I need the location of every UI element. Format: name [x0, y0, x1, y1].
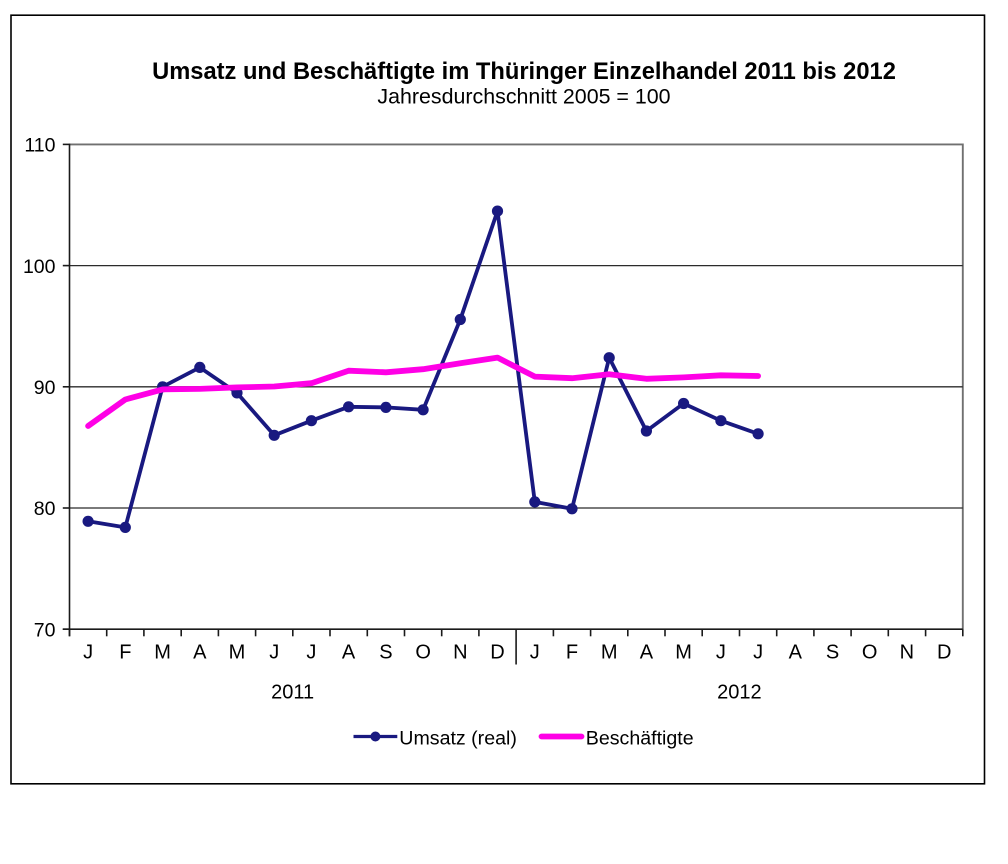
svg-text:S: S	[826, 641, 839, 663]
svg-text:F: F	[566, 641, 578, 663]
svg-text:2012: 2012	[717, 682, 762, 704]
svg-text:O: O	[415, 641, 431, 663]
svg-text:N: N	[453, 641, 467, 663]
svg-text:M: M	[154, 641, 171, 663]
svg-text:A: A	[789, 641, 803, 663]
svg-text:J: J	[269, 641, 279, 663]
svg-text:Jahresdurchschnitt 2005 = 100: Jahresdurchschnitt 2005 = 100	[377, 84, 670, 108]
svg-text:90: 90	[34, 377, 56, 399]
svg-text:D: D	[937, 641, 951, 663]
svg-text:2011: 2011	[271, 682, 314, 704]
svg-text:M: M	[229, 641, 246, 663]
svg-text:O: O	[862, 641, 878, 663]
svg-text:M: M	[601, 641, 618, 663]
svg-text:M: M	[675, 641, 692, 663]
svg-text:A: A	[193, 641, 207, 663]
svg-text:Umsatz und Beschäftigte im Thü: Umsatz und Beschäftigte im Thüringer Ein…	[152, 59, 896, 85]
svg-text:F: F	[119, 641, 131, 663]
svg-text:A: A	[640, 641, 654, 663]
svg-text:S: S	[379, 641, 392, 663]
svg-text:N: N	[900, 641, 914, 663]
svg-text:J: J	[83, 641, 93, 663]
svg-text:A: A	[342, 641, 356, 663]
svg-text:D: D	[490, 641, 504, 663]
svg-text:70: 70	[34, 619, 56, 641]
svg-text:Umsatz (real): Umsatz (real)	[399, 727, 517, 749]
svg-text:J: J	[306, 641, 316, 663]
svg-text:110: 110	[24, 135, 55, 157]
svg-text:100: 100	[23, 256, 56, 278]
svg-text:J: J	[753, 641, 763, 663]
svg-text:J: J	[530, 641, 540, 663]
svg-text:Beschäftigte: Beschäftigte	[586, 727, 694, 749]
svg-text:J: J	[716, 641, 726, 663]
svg-text:80: 80	[34, 498, 56, 520]
